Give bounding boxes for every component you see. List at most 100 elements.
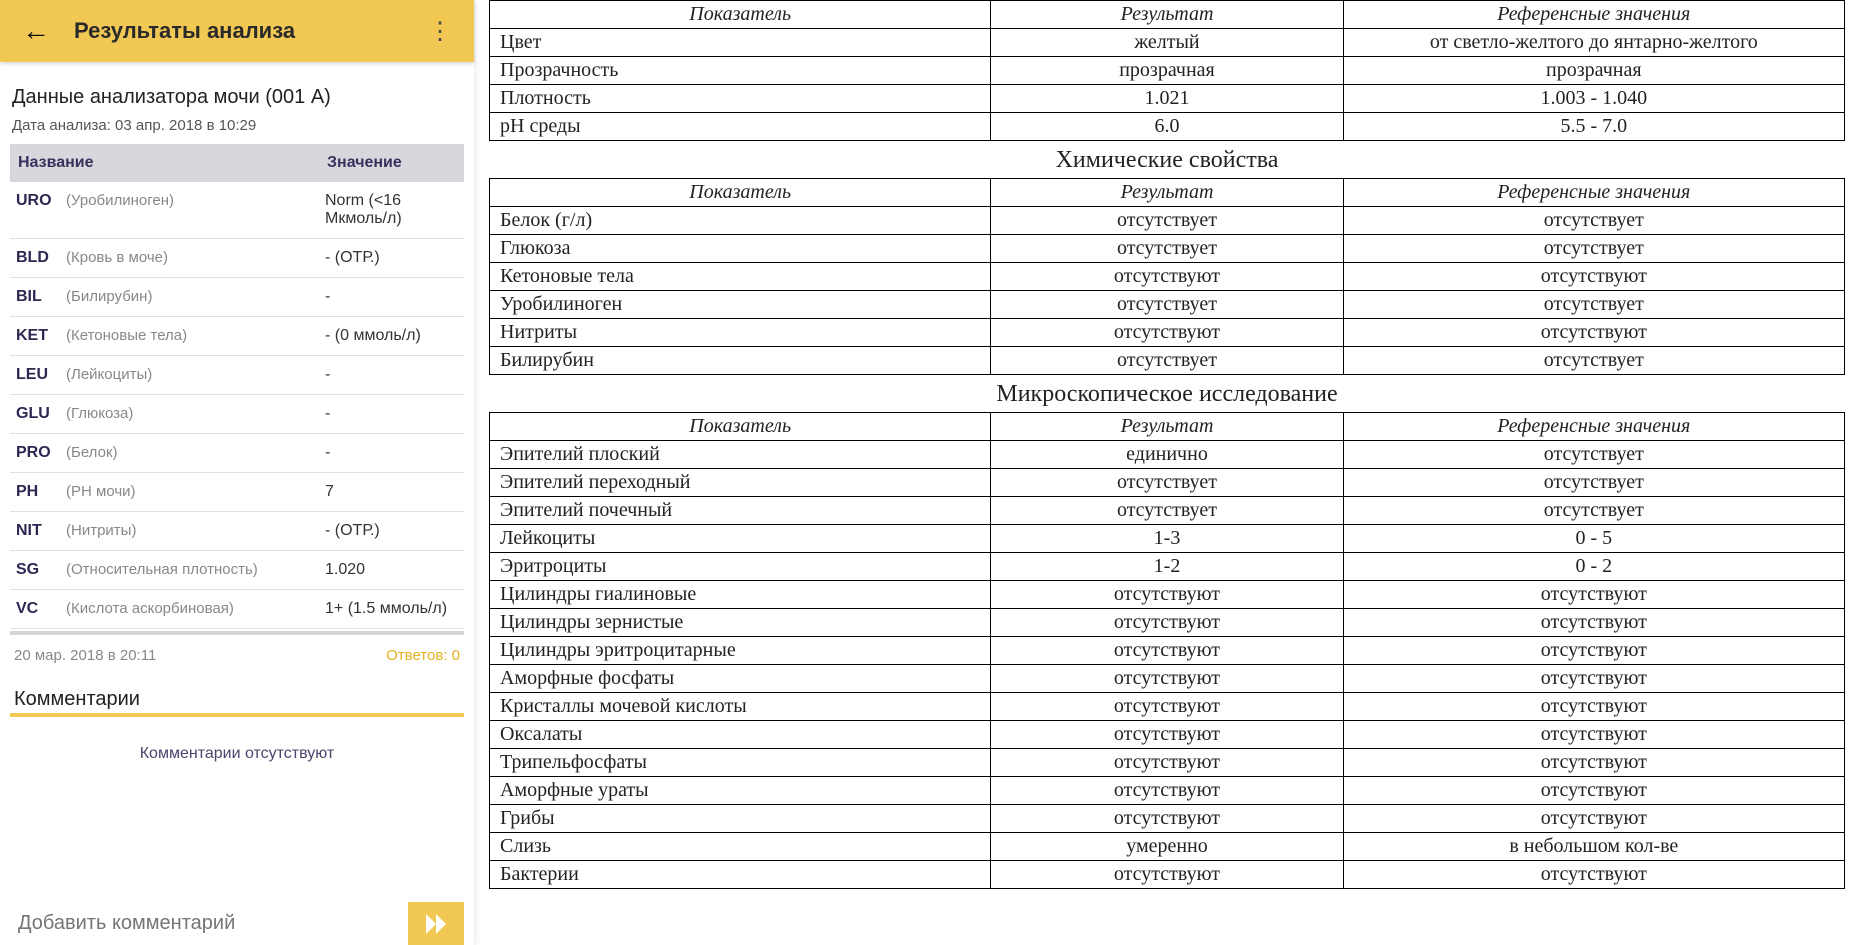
comment-bar: [10, 902, 464, 945]
param-name: (Билирубин): [60, 278, 319, 317]
overflow-menu-icon[interactable]: ⋮: [418, 11, 462, 52]
cell-reference: отсутствуют: [1343, 805, 1844, 833]
table-row[interactable]: NIT(Нитриты)- (ОТР.): [10, 512, 464, 551]
param-code: LEU: [10, 356, 60, 395]
analyzer-date: Дата анализа: 03 апр. 2018 в 10:29: [12, 117, 464, 134]
comments-empty: Комментарии отсутствуют: [10, 745, 464, 763]
cell-result: единично: [991, 441, 1343, 469]
cell-reference: отсутствует: [1343, 291, 1844, 319]
param-value: - (ОТР.): [319, 512, 464, 551]
table-row: Кетоновые телаотсутствуютотсутствуют: [490, 263, 1845, 291]
cell-reference: отсутствует: [1343, 469, 1844, 497]
table-row: Слизьумереннов небольшом кол-ве: [490, 833, 1845, 861]
answers-count[interactable]: Ответов: 0: [386, 647, 460, 664]
table-row: Аморфные фосфатыотсутствуютотсутствуют: [490, 665, 1845, 693]
cell-param: Билирубин: [490, 347, 991, 375]
divider: [10, 713, 464, 717]
cell-param: Эпителий переходный: [490, 469, 991, 497]
param-code: BIL: [10, 278, 60, 317]
col-header-name: Название: [10, 144, 319, 182]
table-row[interactable]: LEU(Лейкоциты)-: [10, 356, 464, 395]
cell-reference: отсутствуют: [1343, 637, 1844, 665]
cell-result: отсутствует: [991, 291, 1343, 319]
param-code: VC: [10, 590, 60, 629]
table-row[interactable]: SG(Относительная плотность)1.020: [10, 551, 464, 590]
table-row: Бактерииотсутствуютотсутствуют: [490, 861, 1845, 889]
cell-result: 1-2: [991, 553, 1343, 581]
table-row[interactable]: KET(Кетоновые тела)- (0 ммоль/л): [10, 317, 464, 356]
cell-param: Уробилиноген: [490, 291, 991, 319]
comment-input[interactable]: [10, 902, 408, 945]
appbar: ← Результаты анализа ⋮: [0, 0, 474, 62]
table-row: Белок (г/л)отсутствуетотсутствует: [490, 207, 1845, 235]
lab-table: ПоказательРезультатРеференсные значенияЭ…: [489, 412, 1845, 889]
param-value: - (ОТР.): [319, 239, 464, 278]
lab-table: ПоказательРезультатРеференсные значенияЦ…: [489, 0, 1845, 141]
cell-result: отсутствуют: [991, 721, 1343, 749]
cell-result: отсутствует: [991, 497, 1343, 525]
col-header-result: Результат: [991, 179, 1343, 207]
cell-reference: отсутствуют: [1343, 665, 1844, 693]
param-code: PRO: [10, 434, 60, 473]
cell-reference: в небольшом кол-ве: [1343, 833, 1844, 861]
table-row[interactable]: BIL(Билирубин)-: [10, 278, 464, 317]
table-row: Цилиндры гиалиновыеотсутствуютотсутствую…: [490, 581, 1845, 609]
cell-param: Цилиндры эритроцитарные: [490, 637, 991, 665]
table-row[interactable]: GLU(Глюкоза)-: [10, 395, 464, 434]
lab-report: ПоказательРезультатРеференсные значенияЦ…: [475, 0, 1859, 945]
cell-param: Трипельфосфаты: [490, 749, 991, 777]
param-name: (Глюкоза): [60, 395, 319, 434]
table-row: Оксалатыотсутствуютотсутствуют: [490, 721, 1845, 749]
cell-param: Кетоновые тела: [490, 263, 991, 291]
cell-reference: отсутствуют: [1343, 263, 1844, 291]
param-code: URO: [10, 182, 60, 239]
table-row[interactable]: PH(PH мочи)7: [10, 473, 464, 512]
cell-result: 6.0: [991, 113, 1343, 141]
table-row: Глюкозаотсутствуетотсутствует: [490, 235, 1845, 263]
col-header-result: Результат: [991, 413, 1343, 441]
param-name: (Кетоновые тела): [60, 317, 319, 356]
param-name: (Кровь в моче): [60, 239, 319, 278]
cell-reference: прозрачная: [1343, 57, 1844, 85]
table-row[interactable]: BLD(Кровь в моче)- (ОТР.): [10, 239, 464, 278]
page-title: Результаты анализа: [74, 18, 418, 44]
cell-param: Слизь: [490, 833, 991, 861]
table-row[interactable]: PRO(Белок)-: [10, 434, 464, 473]
col-header-param: Показатель: [490, 413, 991, 441]
comments-title: Комментарии: [14, 688, 464, 711]
table-row: pH среды6.05.5 - 7.0: [490, 113, 1845, 141]
cell-param: Лейкоциты: [490, 525, 991, 553]
param-code: KET: [10, 317, 60, 356]
cell-param: Глюкоза: [490, 235, 991, 263]
param-name: (PH мочи): [60, 473, 319, 512]
cell-param: Белок (г/л): [490, 207, 991, 235]
back-icon[interactable]: ←: [12, 9, 60, 53]
col-header-reference: Референсные значения: [1343, 179, 1844, 207]
param-value: 1+ (1.5 ммоль/л): [319, 590, 464, 629]
lab-table: ПоказательРезультатРеференсные значенияБ…: [489, 178, 1845, 375]
cell-param: Эритроциты: [490, 553, 991, 581]
cell-result: отсутствует: [991, 235, 1343, 263]
table-row: Эпителий почечныйотсутствуетотсутствует: [490, 497, 1845, 525]
cell-reference: отсутствуют: [1343, 749, 1844, 777]
cell-result: умеренно: [991, 833, 1343, 861]
col-header-value: Значение: [319, 144, 464, 182]
cell-reference: от светло-желтого до янтарно-желтого: [1343, 29, 1844, 57]
param-value: 7: [319, 473, 464, 512]
cell-reference: отсутствует: [1343, 207, 1844, 235]
col-header-param: Показатель: [490, 179, 991, 207]
cell-result: отсутствуют: [991, 637, 1343, 665]
param-code: NIT: [10, 512, 60, 551]
cell-result: отсутствуют: [991, 777, 1343, 805]
cell-reference: отсутствуют: [1343, 777, 1844, 805]
table-row: Грибыотсутствуютотсутствуют: [490, 805, 1845, 833]
timestamp: 20 мар. 2018 в 20:11: [14, 647, 156, 664]
table-row[interactable]: VC(Кислота аскорбиновая)1+ (1.5 ммоль/л): [10, 590, 464, 629]
cell-reference: отсутствует: [1343, 441, 1844, 469]
param-code: GLU: [10, 395, 60, 434]
table-row[interactable]: URO(Уробилиноген)Norm (<16 Мкмоль/л): [10, 182, 464, 239]
table-row: Аморфные уратыотсутствуютотсутствуют: [490, 777, 1845, 805]
cell-result: отсутствует: [991, 207, 1343, 235]
send-button[interactable]: [408, 902, 464, 945]
cell-result: отсутствуют: [991, 693, 1343, 721]
